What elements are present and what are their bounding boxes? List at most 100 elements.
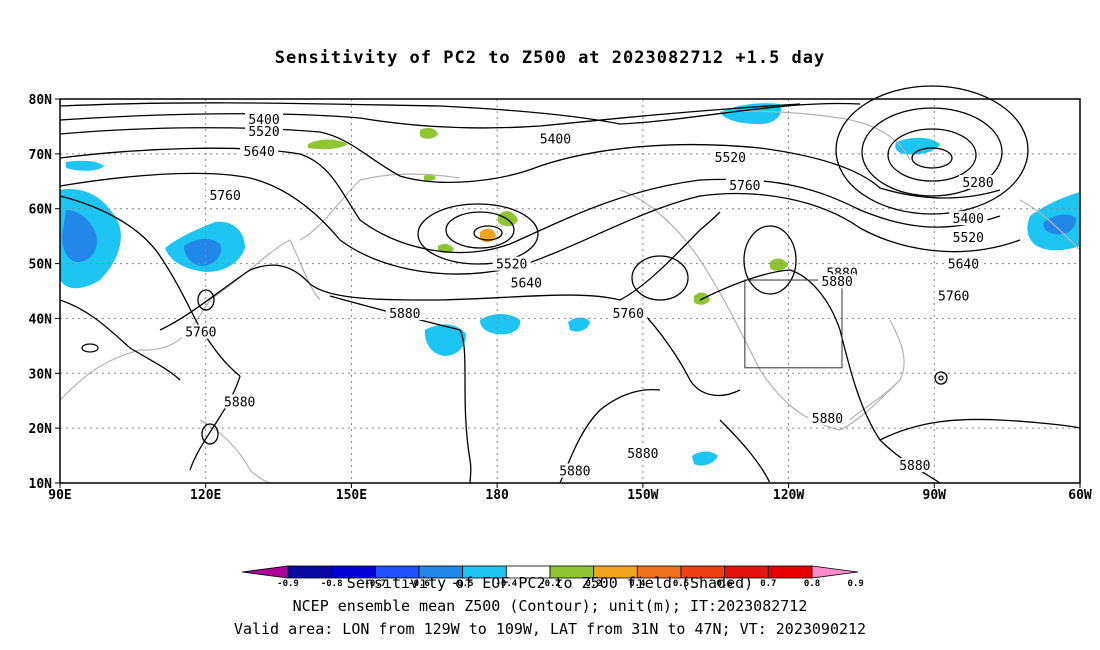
- z500-closed-contour: [445, 211, 515, 249]
- z500-contour-line: [59, 299, 181, 381]
- z500-contour-line: [189, 295, 461, 471]
- figure-title: Sensitivity of PC2 to Z500 at 2023082712…: [274, 48, 826, 68]
- z500-closed-contour: [743, 225, 797, 295]
- lon-tick-label: 150W: [627, 488, 658, 503]
- colorbar-tick-label: -0.9: [277, 579, 299, 589]
- z500-closed-contour: [861, 107, 1003, 197]
- lat-tick-label: 20N: [29, 422, 53, 437]
- contour-label: 5880: [899, 459, 930, 474]
- z500-closed-contour: [911, 147, 953, 169]
- z500-closed-contour: [197, 289, 215, 311]
- contour-label-bg: [944, 256, 983, 271]
- colorbar-tick-label: 0.9: [848, 579, 864, 589]
- contour-label: 5520: [715, 151, 746, 166]
- contour-label: 5880: [821, 275, 852, 290]
- contour-label-bg: [949, 211, 988, 226]
- sensitivity-shaded-region: [895, 137, 940, 155]
- colorbar-tick-label: -0.4: [495, 579, 517, 589]
- sensitivity-shaded-region: [1043, 214, 1076, 235]
- contour-label-bg: [245, 111, 283, 126]
- coastline: [199, 419, 271, 484]
- contour-label: 5520: [496, 258, 527, 273]
- contour-label-bg: [536, 131, 575, 146]
- colorbar-tick-label: -0.8: [321, 579, 343, 589]
- coastline: [59, 239, 321, 401]
- contour-label: 5400: [953, 212, 984, 227]
- lat-tick-label: 30N: [29, 367, 53, 382]
- lat-tick-label: 50N: [29, 258, 53, 273]
- z500-closed-contour: [938, 375, 944, 381]
- sensitivity-shaded-region: [184, 238, 222, 266]
- sensitivity-shaded-region: [480, 228, 496, 243]
- sensitivity-shaded-region: [424, 173, 436, 182]
- z500-contour-line: [639, 309, 741, 397]
- contour-label: 5880: [812, 412, 843, 427]
- z500-closed-contour: [934, 371, 948, 385]
- contour-label: 5640: [948, 258, 979, 273]
- z500-contour-line: [559, 388, 661, 484]
- coastline-layer: [59, 110, 1081, 484]
- contour-label: 5880: [389, 307, 420, 322]
- coastline: [719, 110, 911, 161]
- contour-label: 5880: [627, 447, 658, 462]
- lon-tick-label: 120W: [773, 488, 804, 503]
- contour-label-bg: [725, 178, 764, 193]
- contour-label-bg: [507, 275, 546, 290]
- lat-tick-label: 10N: [29, 477, 53, 492]
- contour-label-bg: [934, 288, 973, 303]
- sensitivity-shaded-region: [480, 314, 521, 335]
- contour-label-bg: [181, 324, 220, 339]
- coastline: [619, 189, 901, 431]
- z500-contour-line: [879, 418, 1081, 441]
- contour-label-bg: [492, 256, 531, 271]
- sensitivity-shaded-region: [568, 317, 590, 332]
- colorbar-tick-label: -0.6: [408, 579, 430, 589]
- contour-label: 5280: [962, 176, 993, 191]
- footer-shading-caption: Sensitivity of EOF PC2 to Z500 field (Sh…: [346, 574, 754, 592]
- contour-label: 5760: [938, 289, 969, 304]
- lon-tick-label: 120E: [190, 488, 221, 503]
- lon-tick-label: 90E: [48, 488, 71, 503]
- contour-label: 5640: [243, 145, 274, 160]
- sensitivity-shaded-region: [770, 258, 788, 271]
- contour-label-bg: [240, 144, 279, 159]
- lon-tick-label: 90W: [923, 488, 947, 503]
- z500-closed-contour: [201, 423, 219, 445]
- lat-tick-label: 70N: [29, 148, 53, 163]
- coastline: [849, 319, 905, 421]
- contour-label-bg: [808, 410, 847, 425]
- footer-contour-caption: NCEP ensemble mean Z500 (Contour); unit(…: [292, 597, 808, 615]
- contour-label: 5760: [729, 179, 760, 194]
- contour-label-bg: [711, 150, 750, 165]
- gridline-layer: [60, 99, 1080, 483]
- contour-label-bg: [609, 306, 648, 321]
- lon-tick-label: 150E: [336, 488, 367, 503]
- contour-label-bg: [818, 274, 857, 289]
- contour-label-bg: [623, 445, 662, 460]
- z500-contour-line: [159, 264, 621, 331]
- contour-label: 5520: [248, 125, 279, 140]
- z500-contour-line: [59, 102, 861, 125]
- colorbar-max-triangle: [811, 565, 859, 579]
- sensitivity-shaded-region: [420, 127, 438, 139]
- contour-label-bg: [245, 123, 283, 138]
- contour-label: 5880: [559, 464, 590, 479]
- sensitivity-shaded-region: [424, 324, 466, 356]
- contour-label-bg: [959, 174, 997, 189]
- colorbar-tick-label: -0.2: [539, 579, 561, 589]
- colorbar-tick-label: 0.7: [760, 579, 776, 589]
- z500-contour-line: [719, 419, 771, 484]
- sensitivity-shaded-region: [438, 243, 454, 253]
- lon-tick-label: 60W: [1068, 488, 1092, 503]
- map-frame: [59, 98, 1081, 484]
- contour-label-layer: 5400 5400 5520 5520 5640 5760 5760 5520 5640 5880…: [181, 111, 997, 479]
- z500-closed-contour: [81, 343, 99, 353]
- coastline: [299, 173, 461, 241]
- lat-tick-label: 40N: [29, 312, 53, 327]
- z500-contour-line: [619, 211, 721, 301]
- lon-tick-label: 180: [485, 488, 509, 503]
- z500-closed-contour: [631, 255, 689, 301]
